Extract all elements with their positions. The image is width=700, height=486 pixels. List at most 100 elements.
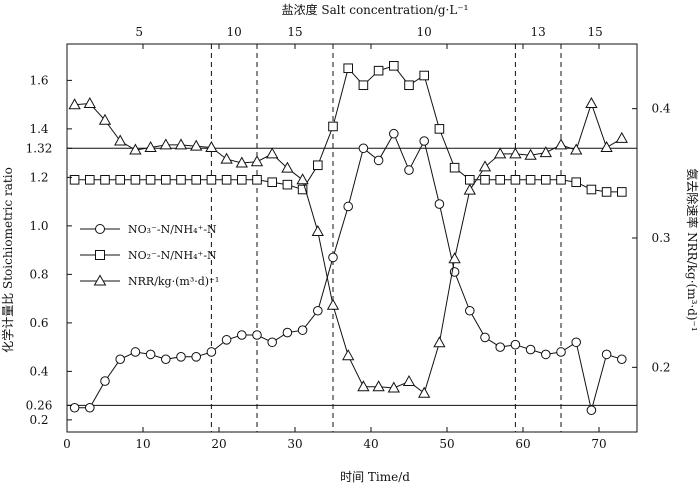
data-point-triangle: [448, 252, 461, 264]
y-left-tick-label: 0.4: [29, 364, 48, 378]
data-point-square: [282, 179, 293, 190]
data-point-square: [449, 162, 460, 173]
data-point-square: [161, 175, 171, 185]
series-line-square: [74, 65, 622, 193]
data-point-square: [586, 184, 597, 195]
data-point-circle: [145, 349, 156, 360]
data-point-circle: [176, 352, 186, 362]
data-point-triangle: [174, 138, 188, 150]
data-point-triangle: [585, 96, 598, 108]
data-point-circle: [206, 347, 217, 357]
data-point-triangle: [144, 140, 157, 152]
salt-phase-label: 5: [135, 25, 143, 39]
series-triangle: [68, 96, 628, 398]
data-point-circle: [601, 349, 612, 360]
x-tick-label: 60: [515, 437, 530, 451]
data-point-square: [465, 175, 475, 185]
data-point-triangle: [570, 143, 583, 155]
data-point-circle: [297, 325, 308, 335]
data-point-square: [267, 177, 277, 188]
data-point-triangle: [342, 349, 355, 361]
data-point-square: [130, 175, 141, 185]
data-point-circle: [389, 128, 399, 139]
legend-label-nrr: NRR/kg·(m³·d)⁻¹: [128, 275, 219, 288]
data-point-triangle: [494, 147, 507, 159]
data-point-triangle: [463, 183, 476, 195]
salt-phase-label: 10: [227, 25, 242, 39]
x-tick-label: 40: [363, 437, 378, 451]
data-point-circle: [541, 349, 551, 360]
data-point-square: [237, 175, 247, 185]
data-point-circle: [617, 354, 627, 365]
data-point-square: [358, 80, 369, 91]
data-point-triangle: [600, 140, 613, 152]
data-point-triangle: [281, 161, 294, 173]
data-point-triangle: [83, 96, 96, 108]
data-point-triangle: [357, 380, 370, 392]
data-point-square: [69, 175, 80, 185]
y-right-tick-label: 0.3: [651, 231, 670, 245]
data-point-square: [525, 175, 536, 185]
data-point-square: [313, 160, 323, 171]
data-point-circle: [434, 199, 445, 209]
data-point-triangle: [402, 375, 416, 387]
data-point-circle: [115, 354, 125, 365]
salt-phase-label: 15: [588, 25, 603, 39]
data-point-triangle: [433, 336, 446, 348]
y-right-tick-label: 0.4: [651, 102, 670, 116]
plot-frame: [66, 43, 638, 433]
data-point-circle: [510, 339, 521, 350]
y-left-tick-label: 1.32: [26, 141, 53, 155]
data-point-triangle: [509, 147, 522, 159]
data-point-circle: [404, 165, 414, 175]
data-point-square: [85, 175, 95, 185]
data-point-circle: [343, 201, 354, 212]
series-line-circle: [74, 132, 622, 411]
series-square: [69, 61, 627, 197]
legend: NO₃⁻-N/NH₄⁺-N NO₂⁻-N/NH₄⁺-N NRR/kg·(m³·d…: [80, 223, 219, 288]
x-tick-label: 70: [591, 437, 606, 451]
data-point-circle: [556, 347, 566, 357]
x-axis-title: 时间 Time/d: [340, 470, 410, 484]
data-point-triangle: [266, 147, 279, 159]
y-left-tick-label: 0.6: [29, 316, 48, 330]
y-left-tick-label: 1.2: [29, 170, 48, 184]
legend-label-no2: NO₂⁻-N/NH₄⁺-N: [128, 249, 217, 262]
data-point-triangle: [129, 143, 142, 155]
data-point-square: [601, 187, 612, 197]
data-point-triangle: [554, 138, 568, 150]
legend-label-no3: NO₃⁻-N/NH₄⁺-N: [128, 223, 217, 236]
data-point-circle: [373, 155, 384, 166]
y-left-tick-label: 1.6: [29, 73, 48, 87]
data-point-square: [541, 175, 551, 185]
data-point-square: [176, 175, 186, 185]
data-point-circle: [358, 143, 369, 154]
data-point-triangle: [418, 386, 431, 398]
data-point-triangle: [114, 134, 127, 146]
data-point-circle: [237, 330, 247, 340]
data-point-triangle: [190, 139, 203, 151]
data-point-circle: [313, 305, 323, 316]
data-point-square: [145, 175, 156, 185]
data-point-triangle: [235, 156, 248, 168]
data-point-circle: [282, 327, 293, 338]
data-point-circle: [221, 335, 232, 345]
y-left-tick-label: 1.0: [29, 219, 48, 233]
data-point-circle: [419, 136, 430, 146]
y-left-axis-title: 化学计量比 Stoichiometric ratio: [0, 167, 15, 353]
x-tick-label: 30: [287, 437, 302, 451]
data-point-square: [571, 177, 582, 188]
salt-phase-label: 15: [287, 25, 302, 39]
data-point-circle: [495, 342, 506, 352]
data-point-circle: [100, 376, 110, 386]
legend-marker-nrr: [93, 274, 107, 286]
plot-border: [66, 43, 638, 433]
data-point-square: [100, 175, 110, 185]
data-point-triangle: [387, 381, 400, 393]
y-right-tick-label: 0.2: [651, 360, 670, 374]
data-point-square: [389, 61, 399, 71]
data-point-triangle: [478, 160, 492, 172]
x-tick-label: 10: [135, 437, 150, 451]
data-point-square: [206, 175, 217, 185]
top-axis-title: 盐浓度 Salt concentration/g·L⁻¹: [282, 2, 469, 17]
